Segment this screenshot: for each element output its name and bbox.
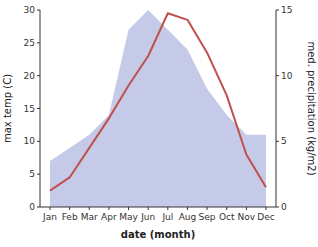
y-tick-label: 0 bbox=[29, 202, 35, 212]
y2-axis-label: med. precipitation (kg/m2) bbox=[306, 41, 317, 175]
x-tick-label: Sep bbox=[199, 212, 216, 222]
y-tick bbox=[37, 141, 40, 142]
temperature-line bbox=[50, 13, 266, 190]
y-tick bbox=[37, 42, 40, 43]
x-tick-label: Nov bbox=[238, 212, 256, 222]
x-tick bbox=[69, 207, 70, 210]
x-tick-label: Aug bbox=[179, 212, 197, 222]
x-axis-label: date (month) bbox=[121, 229, 195, 240]
y2-tick-label: 5 bbox=[281, 136, 287, 146]
x-tick-label: Apr bbox=[101, 212, 117, 222]
x-tick bbox=[167, 207, 168, 210]
y-tick bbox=[37, 207, 40, 208]
y2-tick bbox=[276, 141, 279, 142]
y2-tick bbox=[276, 75, 279, 76]
x-tick-label: Jan bbox=[42, 212, 57, 222]
x-tick bbox=[266, 207, 267, 210]
y-tick-label: 30 bbox=[24, 5, 36, 15]
x-tick bbox=[226, 207, 227, 210]
plot-area bbox=[50, 10, 266, 207]
y-tick bbox=[37, 174, 40, 175]
x-tick-label: Feb bbox=[62, 212, 78, 222]
y2-axis-line bbox=[276, 10, 277, 207]
y2-tick-label: 15 bbox=[281, 5, 292, 15]
x-tick bbox=[207, 207, 208, 210]
x-tick-label: Dec bbox=[257, 212, 274, 222]
y-tick-label: 20 bbox=[24, 71, 36, 81]
x-tick-label: Jun bbox=[140, 212, 155, 222]
x-tick-label: Jul bbox=[161, 212, 173, 222]
precipitation-area bbox=[50, 10, 266, 207]
x-tick bbox=[148, 207, 149, 210]
y-tick bbox=[37, 108, 40, 109]
x-tick-label: Oct bbox=[219, 212, 235, 222]
chart: Jan FebMarAprMayJun Jul AugSepOctNovDec 0 5 10… bbox=[0, 0, 318, 247]
y-tick-label: 5 bbox=[29, 169, 35, 179]
y-tick-label: 10 bbox=[24, 136, 36, 146]
y2-tick bbox=[276, 10, 279, 11]
x-tick bbox=[246, 207, 247, 210]
y-tick-label: 15 bbox=[24, 104, 35, 114]
y-tick-label: 25 bbox=[24, 38, 35, 48]
x-axis-line bbox=[40, 207, 276, 208]
y-tick bbox=[37, 75, 40, 76]
x-tick-label: May bbox=[119, 212, 138, 222]
y2-tick bbox=[276, 207, 279, 208]
y-tick bbox=[37, 10, 40, 11]
y-axis-label: max temp (C) bbox=[2, 74, 13, 143]
x-tick-label: Mar bbox=[81, 212, 98, 222]
y2-tick-label: 10 bbox=[281, 71, 293, 81]
x-tick bbox=[89, 207, 90, 210]
x-tick bbox=[187, 207, 188, 210]
y2-tick-label: 0 bbox=[281, 202, 287, 212]
x-tick bbox=[50, 207, 51, 210]
x-tick bbox=[128, 207, 129, 210]
x-tick bbox=[108, 207, 109, 210]
